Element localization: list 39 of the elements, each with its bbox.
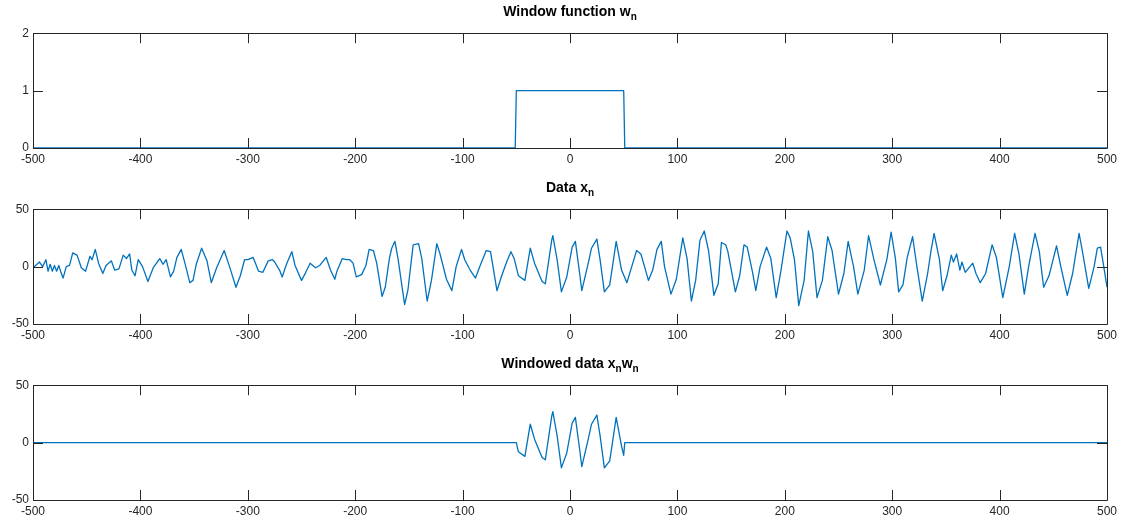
x-tick-label: -100 bbox=[450, 327, 475, 342]
y-tick-label: 50 bbox=[15, 377, 30, 392]
x-tick-label: 200 bbox=[774, 503, 796, 518]
y-tick-label: 1 bbox=[22, 82, 30, 97]
x-tick-label: 400 bbox=[989, 151, 1010, 166]
x-tick-label: 200 bbox=[774, 151, 796, 166]
x-tick-label: -200 bbox=[343, 503, 368, 518]
x-tick-label: 500 bbox=[1096, 327, 1118, 342]
x-tick-label: -100 bbox=[450, 151, 475, 166]
x-tick-label: 100 bbox=[667, 503, 688, 518]
x-tick-label: -100 bbox=[450, 503, 475, 518]
x-tick-label: -300 bbox=[235, 327, 261, 342]
y-tick-label: 0 bbox=[22, 258, 30, 273]
x-tick-label: 0 bbox=[566, 503, 574, 518]
x-tick-label: -300 bbox=[235, 503, 261, 518]
y-tick-label: 2 bbox=[22, 25, 30, 40]
x-tick-label: -400 bbox=[128, 327, 153, 342]
y-tick-label: 0 bbox=[22, 434, 30, 449]
x-tick-label: 0 bbox=[566, 151, 574, 166]
x-tick-label: -400 bbox=[128, 151, 153, 166]
chart-title: Window function w$_{n}$ bbox=[502, 2, 638, 24]
x-tick-label: 500 bbox=[1096, 503, 1118, 518]
x-tick-label: -300 bbox=[235, 151, 261, 166]
x-tick-label: -200 bbox=[343, 327, 368, 342]
x-tick-label: 100 bbox=[667, 151, 688, 166]
x-tick-label: 300 bbox=[882, 327, 903, 342]
x-tick-label: 100 bbox=[667, 327, 688, 342]
x-tick-label: 400 bbox=[989, 503, 1010, 518]
y-tick-label: 50 bbox=[15, 201, 30, 216]
x-tick-label: 300 bbox=[882, 503, 903, 518]
x-tick-label: 300 bbox=[882, 151, 903, 166]
x-tick-label: 500 bbox=[1096, 151, 1118, 166]
chart-title: Windowed data x$_{n}$w$_{n}$ bbox=[500, 354, 640, 376]
chart-title: Data x$_{n}$ bbox=[544, 178, 596, 200]
x-tick-label: -400 bbox=[128, 503, 153, 518]
x-tick-label: -200 bbox=[343, 151, 368, 166]
x-tick-label: 400 bbox=[989, 327, 1010, 342]
x-tick-label: 200 bbox=[774, 327, 796, 342]
x-tick-label: 0 bbox=[566, 327, 574, 342]
